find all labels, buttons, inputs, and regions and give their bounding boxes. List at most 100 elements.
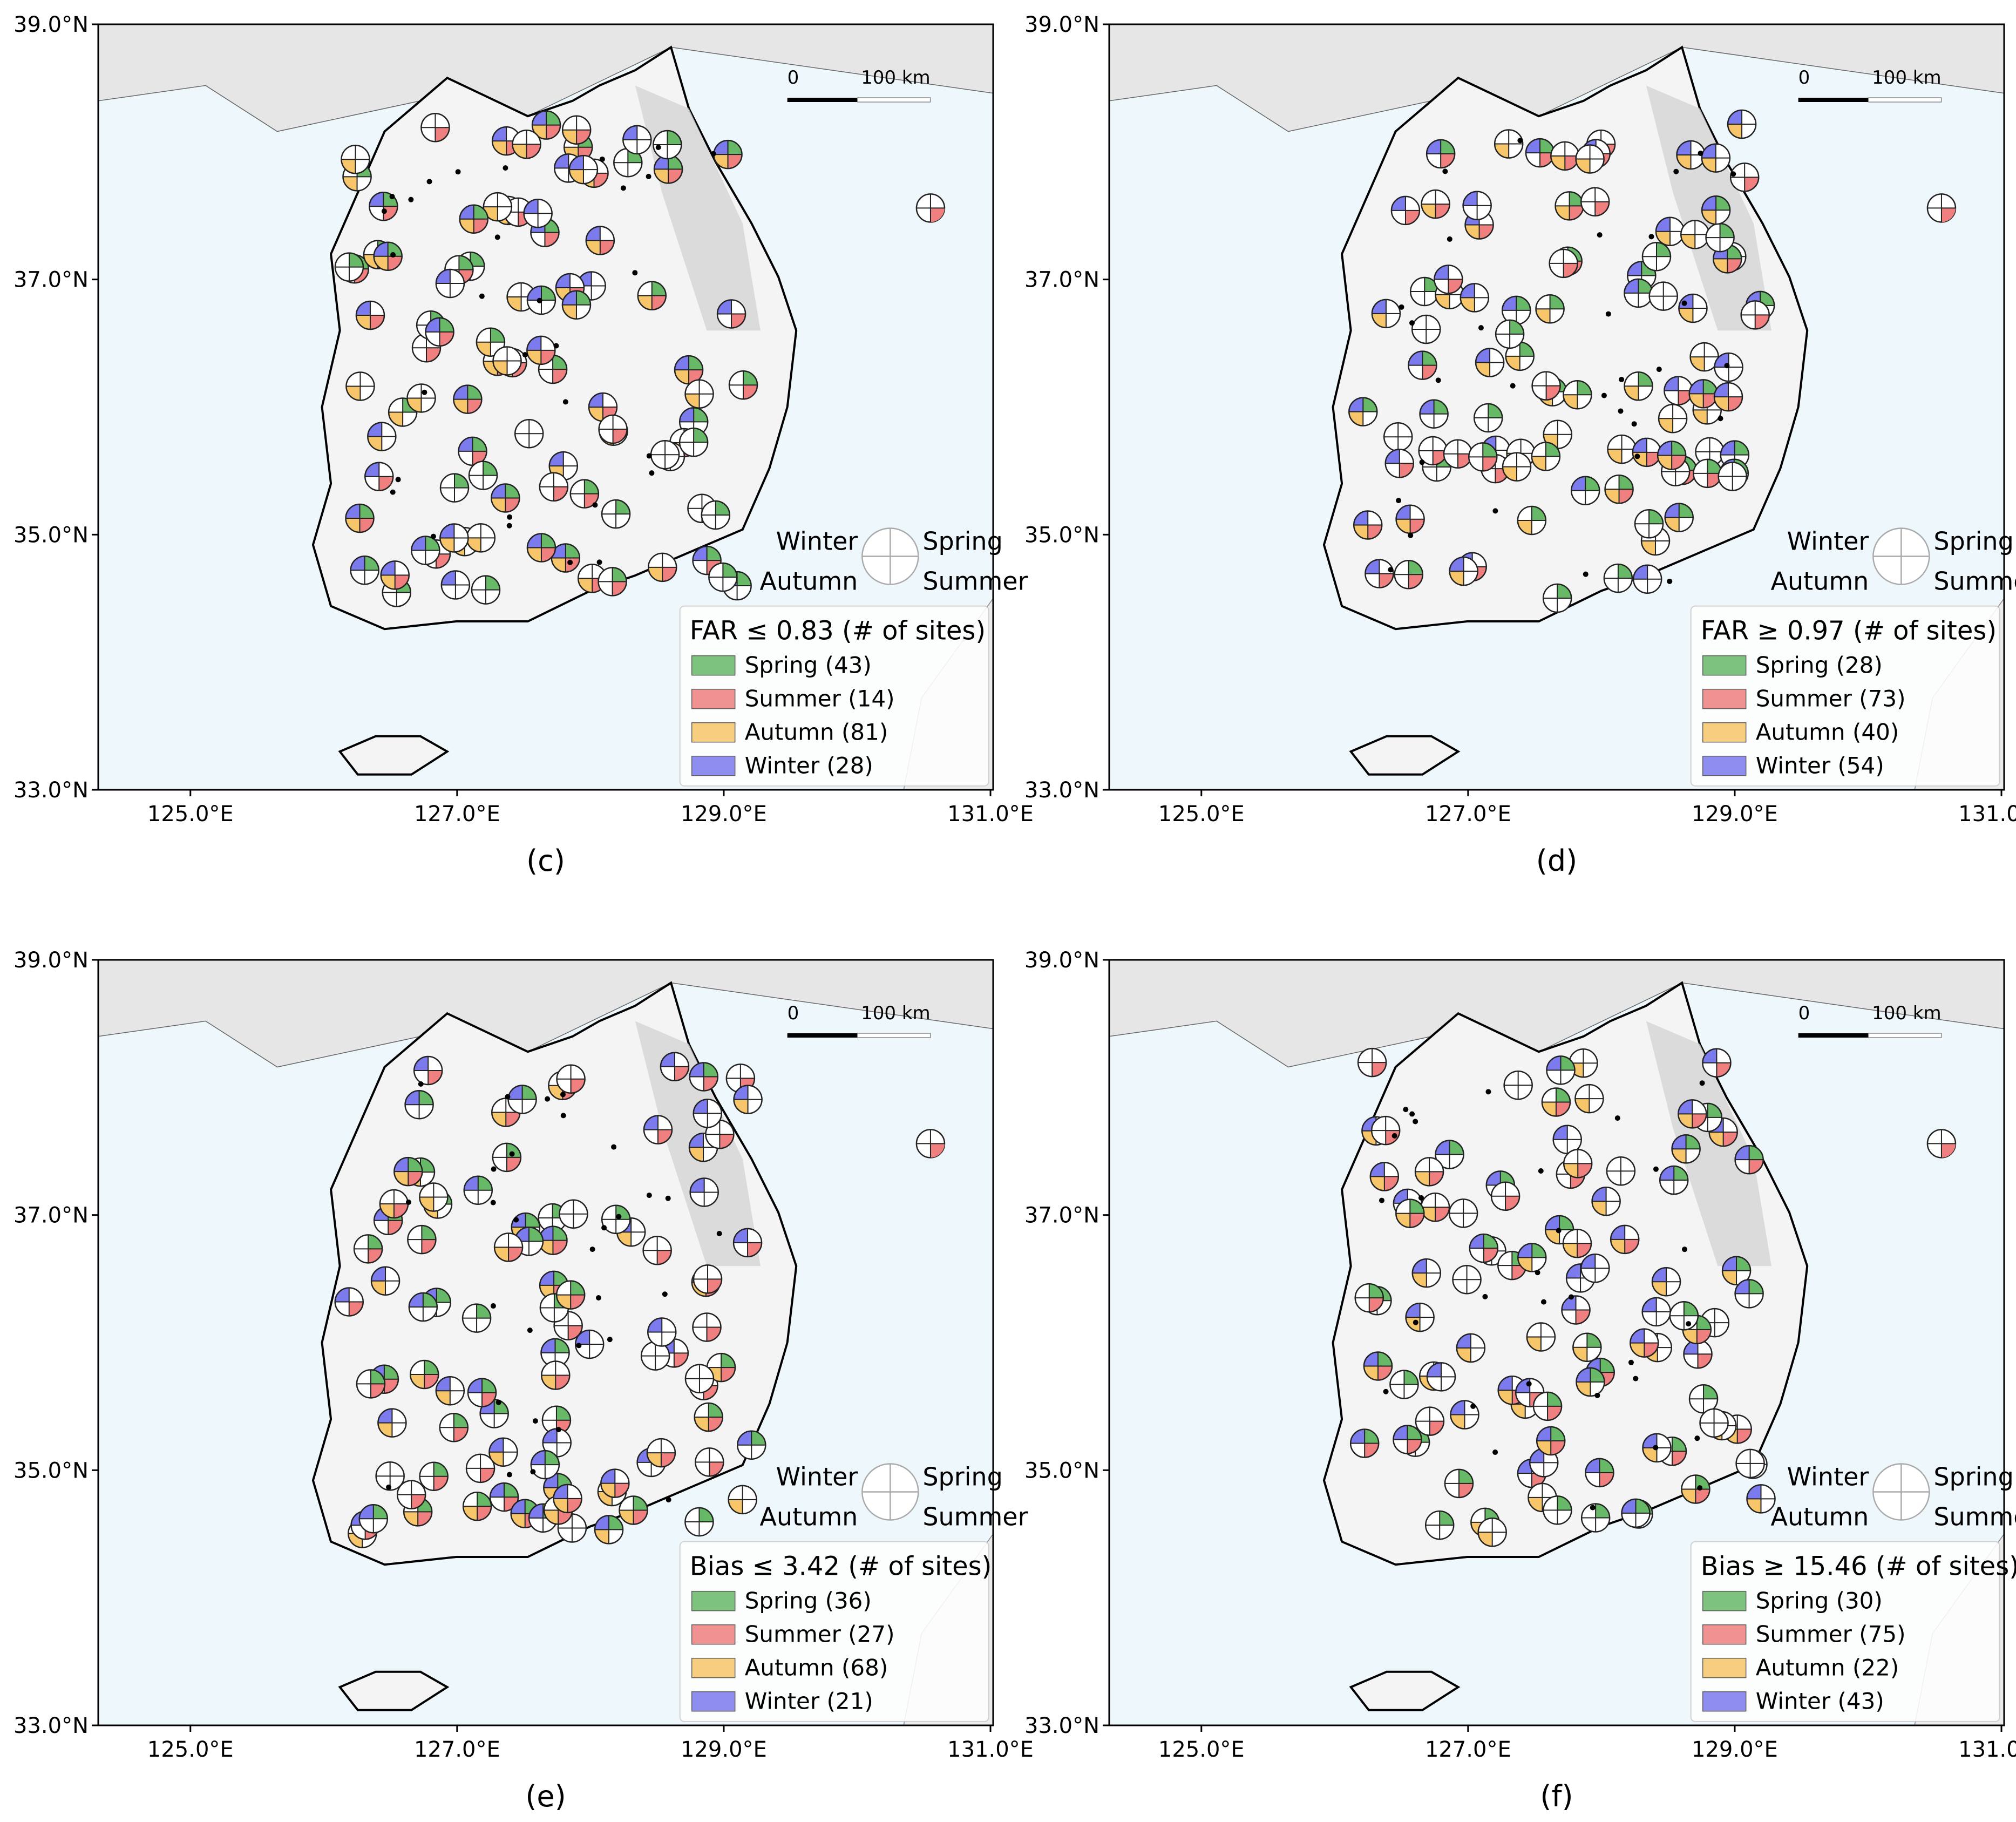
season-wedge-winter [551,544,566,558]
season-wedge-winter [532,111,547,125]
season-wedge-winter [1456,1333,1471,1348]
season-wedge-autumn [407,398,422,412]
season-wedge-spring [470,252,485,267]
station-dot [1409,320,1415,326]
station-dot [1419,459,1425,465]
station-dot [390,252,396,258]
station-marker [367,422,397,451]
scalebar-start: 0 [788,1003,799,1024]
season-wedge-autumn [1537,1441,1551,1455]
station-dot [607,1337,613,1343]
key-autumn: Autumn [760,1502,858,1532]
scalebar-end: 100 km [861,1003,931,1024]
jeju-island [1349,735,1461,776]
season-wedge-spring [525,1213,540,1228]
legend-swatch-autumn [1702,1657,1747,1678]
season-wedge-spring [504,1483,519,1498]
station-marker [341,145,370,174]
season-wedge-summer [930,1143,945,1158]
station-dot [1631,421,1637,427]
station-marker [1727,109,1757,139]
season-wedge-autumn [410,1374,425,1389]
station-marker [1648,281,1678,311]
station-dot [592,502,598,508]
season-wedge-spring [715,501,730,516]
key-winter: Winter [776,1462,858,1492]
season-wedge-spring [477,1304,491,1318]
station-marker [1542,583,1572,613]
season-wedge-spring [737,572,751,586]
season-wedge-winter [1702,1048,1717,1063]
season-wedge-spring [1649,510,1664,524]
station-dot [495,1399,501,1405]
station-marker [439,523,469,553]
season-wedge-summer [709,1462,724,1476]
season-wedge-autumn [569,170,583,184]
station-dot [1628,1359,1634,1365]
legend-title: FAR ≥ 0.97 (# of sites) [1701,616,1997,646]
station-marker [1490,1181,1521,1211]
season-wedge-autumn [1713,259,1728,273]
station-marker [539,472,569,502]
season-wedge-summer [1749,1160,1763,1174]
season-wedge-winter [734,1228,748,1243]
station-dot [1583,571,1589,577]
station-marker [1477,1518,1507,1547]
station-marker [512,129,541,159]
season-wedge-spring [384,1365,398,1379]
station-marker [1525,138,1555,168]
season-wedge-autumn [345,518,360,532]
station-dot [1538,1168,1544,1174]
station-dot [509,1151,515,1157]
station-marker [1718,462,1747,491]
station-dot [507,514,513,520]
season-wedge-autumn [1511,1404,1525,1418]
season-wedge-summer [553,369,567,383]
season-wedge-autumn [527,350,541,364]
legend-label-summer: Summer (14) [745,686,895,712]
legend-label-summer: Summer (73) [1756,686,1906,712]
season-wedge-winter [1391,196,1406,211]
station-marker [598,414,628,444]
season-wedge-winter [541,1338,555,1353]
season-wedge-spring [1760,291,1775,306]
season-wedge-autumn [394,1171,409,1186]
station-dot [716,1231,722,1237]
season-wedge-spring [368,1235,383,1249]
season-wedge-summer [467,399,482,414]
season-wedge-summer [728,154,742,169]
season-wedge-spring [1587,1333,1601,1347]
season-wedge-summer [370,315,384,330]
season-wedge-spring [422,1225,436,1240]
scalebar-white [1868,1033,1942,1038]
season-wedge-winter [660,1052,675,1067]
station-dot [430,533,436,539]
season-wedge-summer [435,127,450,142]
season-wedge-winter [1701,144,1716,158]
station-dot [560,1113,566,1119]
x-tick-label: 125.0°E [147,1737,234,1762]
season-wedge-winter [414,1056,429,1071]
station-marker [1411,1258,1442,1288]
station-marker [1393,1425,1422,1454]
season-wedge-autumn [1551,155,1565,170]
station-marker [345,371,375,401]
season-wedge-summer [553,1240,567,1255]
station-dot [1388,567,1394,573]
station-dot [527,1327,533,1333]
season-wedge-spring [1736,1256,1751,1271]
station-marker [1585,1458,1614,1488]
station-dot [1718,416,1723,422]
station-marker [435,1376,465,1406]
station-marker [1729,162,1760,192]
season-wedge-spring [1635,1499,1650,1513]
season-wedge-spring [708,1403,723,1418]
key-summer: Summer [922,1502,1028,1532]
legend-swatch-summer [1702,688,1747,709]
station-dot [1403,1107,1409,1113]
season-wedge-spring [1559,1216,1574,1230]
season-wedge-spring [359,504,374,518]
season-wedge-winter [689,1062,704,1077]
season-wedge-winter [575,1330,590,1345]
season-wedge-winter [1393,1425,1408,1440]
